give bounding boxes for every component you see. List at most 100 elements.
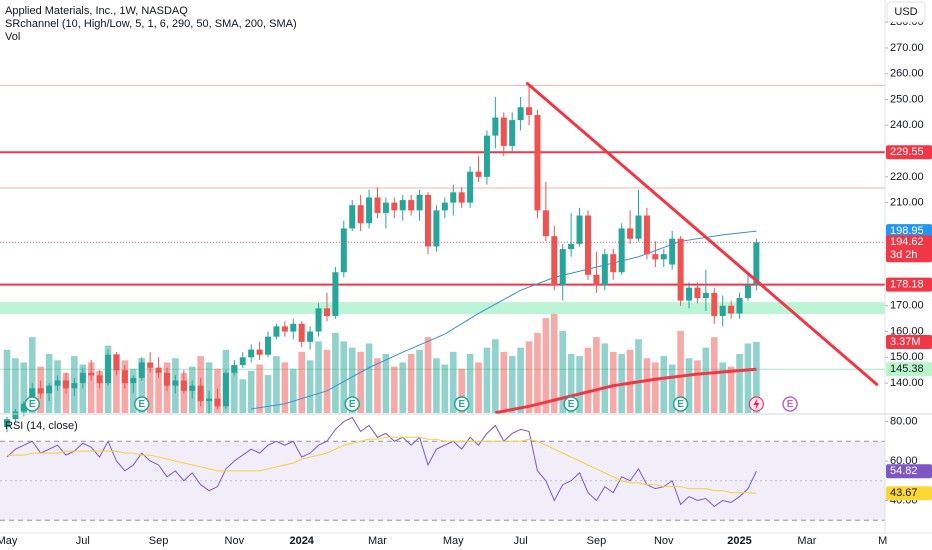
earnings-marker[interactable]	[672, 396, 689, 412]
candle-body	[105, 354, 112, 384]
price-axis-bg	[885, 0, 932, 550]
candle-body	[677, 238, 684, 301]
price-label-box	[886, 145, 932, 160]
price-label: 145.38	[890, 363, 924, 375]
volume-bar	[28, 337, 36, 413]
volume-bar	[306, 360, 314, 413]
earnings-marker[interactable]	[453, 396, 470, 412]
volume-bar	[508, 356, 516, 413]
candle-body	[627, 228, 634, 239]
volume-bar	[87, 362, 95, 413]
candle-body	[660, 254, 667, 260]
currency-box[interactable]	[886, 1, 926, 23]
price-label: 198.95	[890, 225, 924, 237]
candle-body	[88, 372, 95, 376]
price-label-box	[886, 277, 932, 292]
candle-body	[54, 380, 61, 386]
candle-body	[450, 192, 457, 203]
volume-bar	[719, 362, 726, 413]
volume-bar	[323, 349, 331, 413]
volume-bar	[567, 354, 575, 413]
volume-label-box	[886, 334, 932, 349]
candle-body	[113, 354, 120, 371]
earnings-marker[interactable]	[344, 396, 360, 412]
candle-body	[172, 380, 179, 386]
earnings-marker[interactable]	[782, 396, 798, 412]
volume-bar	[79, 364, 87, 413]
volume-bar	[264, 375, 272, 413]
y-tick-label: 140.00	[890, 377, 924, 389]
candle-body	[62, 380, 69, 389]
candle-body	[382, 202, 389, 213]
volume-bar	[298, 351, 305, 413]
earnings-marker[interactable]	[24, 396, 41, 412]
price-label: 229.55	[890, 146, 924, 158]
rsi-tick-label: 60.00	[890, 455, 918, 467]
candle-body	[433, 210, 440, 247]
candle-body	[163, 372, 170, 386]
candle-body	[130, 377, 137, 384]
volume-bar	[492, 339, 499, 413]
volume-bar	[416, 349, 423, 413]
candle-body	[239, 357, 246, 366]
volume-bar	[96, 370, 103, 413]
candle-body	[618, 228, 625, 273]
x-tick-label: Mar	[368, 535, 387, 547]
y-tick-label: 220.00	[890, 171, 924, 183]
candle-body	[408, 200, 415, 211]
volume-bar	[702, 347, 710, 413]
price-label: 194.62	[890, 236, 924, 248]
volume-bar	[727, 366, 735, 413]
rsi-label: 43.67	[890, 487, 918, 499]
candle-body	[425, 194, 431, 247]
candle-body	[702, 292, 709, 299]
candle-body	[290, 323, 297, 332]
volume-bar	[609, 351, 617, 413]
earnings-label: E	[787, 399, 794, 410]
volume-bar	[273, 356, 280, 413]
candle-body	[576, 215, 583, 244]
earnings-marker[interactable]	[133, 396, 150, 412]
candle-body	[399, 200, 406, 211]
volume-bar	[357, 351, 364, 413]
candle-body	[643, 215, 650, 255]
candle-body	[391, 202, 398, 211]
candle-body	[12, 411, 19, 420]
volume-label: 3.37M	[890, 336, 921, 348]
volume-bar	[449, 351, 457, 413]
y-tick-label: 160.00	[890, 325, 924, 337]
candle-body	[753, 242, 760, 286]
candle-body	[686, 287, 693, 301]
volume-bar	[668, 364, 676, 413]
volume-bar	[736, 354, 743, 413]
candle-body	[458, 192, 465, 203]
candle-body	[711, 292, 718, 317]
volume-bar	[694, 360, 701, 413]
price-label-box	[886, 235, 932, 263]
earnings-marker[interactable]	[563, 396, 579, 412]
candle-body	[500, 117, 507, 146]
volume-bar	[576, 356, 583, 413]
volume-bar	[517, 347, 524, 413]
candle-body	[332, 272, 339, 317]
volume-bar	[205, 362, 213, 413]
currency[interactable]: USD	[894, 6, 917, 18]
volume-bar	[559, 330, 567, 413]
candle-body	[349, 205, 356, 229]
volume-bar	[3, 349, 11, 413]
sr-zone	[0, 302, 885, 315]
volume-bar	[466, 354, 474, 413]
candle-body	[601, 254, 608, 286]
volume-bar	[593, 337, 600, 413]
candle-body	[315, 308, 322, 332]
earnings-label: E	[458, 399, 465, 410]
volume-bar	[247, 370, 255, 413]
candle-body	[298, 323, 305, 342]
y-tick-label: 210.00	[890, 197, 924, 209]
candle-body	[214, 398, 221, 407]
candle-body	[736, 298, 743, 314]
candle-body	[46, 385, 53, 394]
indicator-title: SRchannel (10, High/Low, 5, 1, 6, 290, 5…	[5, 18, 297, 30]
